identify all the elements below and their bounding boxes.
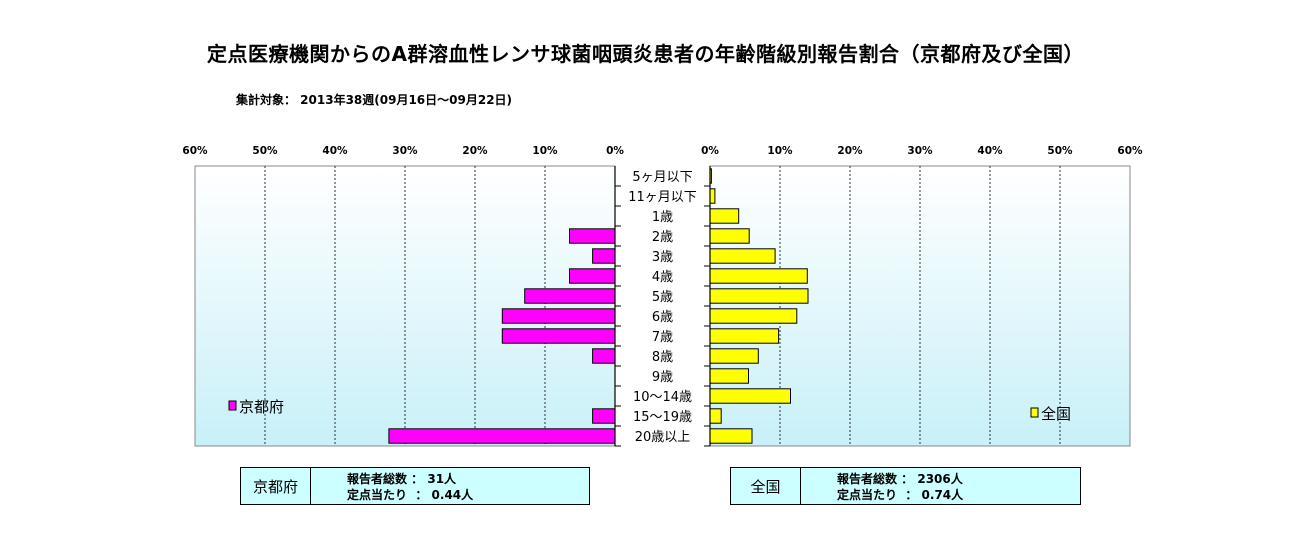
bar-national — [709, 388, 791, 404]
bar-kyoto — [592, 408, 616, 424]
bar-kyoto — [524, 288, 616, 304]
x-tick-label: 10% — [532, 145, 558, 157]
category-label: 8歳 — [652, 350, 673, 365]
category-label: 1歳 — [652, 210, 673, 225]
bar-kyoto — [569, 228, 616, 244]
category-label: 20歳以上 — [635, 430, 691, 445]
category-label: 15～19歳 — [633, 410, 692, 425]
category-label: 6歳 — [652, 310, 673, 325]
category-label: 9歳 — [652, 370, 673, 385]
national-total-reports: 報告者総数 ： 2306人 — [837, 472, 963, 486]
age-category-labels: 5ヶ月以下 11ヶ月以下 1歳 2歳 3歳 4歳 5歳 6歳 7歳 8歳 9歳 10～14歳 15～19… — [628, 170, 697, 445]
bar-kyoto — [501, 328, 616, 344]
x-tick-label: 30% — [392, 145, 418, 157]
legend-swatch-national — [1030, 407, 1039, 418]
bar-national — [709, 208, 740, 224]
national-per-sentinel: 定点当たり ： 0.74人 — [837, 488, 964, 502]
x-tick-label: 20% — [837, 145, 863, 157]
bar-national — [709, 408, 722, 424]
bar-kyoto — [592, 248, 616, 264]
bar-national — [709, 368, 749, 384]
national-x-axis: 0% 10% 20% 30% 40% 50% 60% — [701, 145, 1143, 157]
kyoto-summary-name: 京都府 — [241, 468, 311, 504]
bar-kyoto — [501, 308, 616, 324]
x-tick-label: 30% — [907, 145, 933, 157]
category-label: 5歳 — [652, 290, 673, 305]
bar-national — [709, 328, 780, 344]
bar-national — [709, 288, 809, 304]
category-label: 4歳 — [652, 270, 673, 285]
national-summary-stats: 報告者総数 ： 2306人 定点当たり ： 0.74人 — [801, 468, 963, 504]
category-label: 10～14歳 — [633, 390, 692, 405]
x-tick-label: 50% — [252, 145, 278, 157]
national-summary-name: 全国 — [731, 468, 801, 504]
kyoto-summary-stats: 報告者総数 ： 31人 定点当たり ： 0.44人 — [311, 468, 473, 504]
national-plot-area — [704, 165, 1131, 447]
legends: 京都府 全国 — [228, 398, 1071, 423]
x-tick-label: 10% — [767, 145, 793, 157]
kyoto-per-sentinel: 定点当たり ： 0.44人 — [347, 488, 474, 502]
chart-subtitle: 集計対象： 2013年38週(09月16日～09月22日) — [236, 93, 513, 107]
bar-national — [709, 268, 808, 284]
bar-kyoto — [569, 268, 616, 284]
category-label: 5ヶ月以下 — [632, 170, 692, 185]
national-summary-box: 全国 報告者総数 ： 2306人 定点当たり ： 0.74人 — [730, 467, 1081, 505]
x-tick-label: 60% — [182, 145, 208, 157]
category-label: 2歳 — [652, 230, 673, 245]
kyoto-x-axis: 0% 10% 20% 30% 40% 50% 60% — [182, 145, 624, 157]
bar-national — [709, 308, 798, 324]
x-tick-label: 40% — [977, 145, 1003, 157]
bar-national — [709, 228, 750, 244]
legend-swatch-kyoto — [228, 400, 237, 411]
category-label: 3歳 — [652, 250, 673, 265]
x-tick-label: 20% — [462, 145, 488, 157]
category-label: 7歳 — [652, 330, 673, 345]
kyoto-plot-area — [194, 165, 621, 447]
bar-national — [709, 428, 753, 444]
x-tick-label: 0% — [606, 145, 624, 157]
kyoto-summary-box: 京都府 報告者総数 ： 31人 定点当たり ： 0.44人 — [240, 467, 590, 505]
bar-kyoto — [592, 348, 616, 364]
kyoto-total-reports: 報告者総数 ： 31人 — [347, 472, 457, 486]
bar-national — [709, 248, 776, 264]
chart-title: 定点医療機関からのA群溶血性レンサ球菌咽頭炎患者の年齢階級別報告割合（京都府及び… — [207, 42, 1084, 66]
x-tick-label: 40% — [322, 145, 348, 157]
legend-label-national: 全国 — [1041, 405, 1071, 423]
bar-national — [709, 188, 716, 204]
x-tick-label: 50% — [1047, 145, 1073, 157]
x-tick-label: 0% — [701, 145, 719, 157]
legend-label-kyoto: 京都府 — [239, 398, 284, 416]
bar-national — [709, 348, 759, 364]
bar-kyoto — [388, 428, 616, 444]
x-tick-label: 60% — [1117, 145, 1143, 157]
category-label: 11ヶ月以下 — [628, 190, 697, 205]
